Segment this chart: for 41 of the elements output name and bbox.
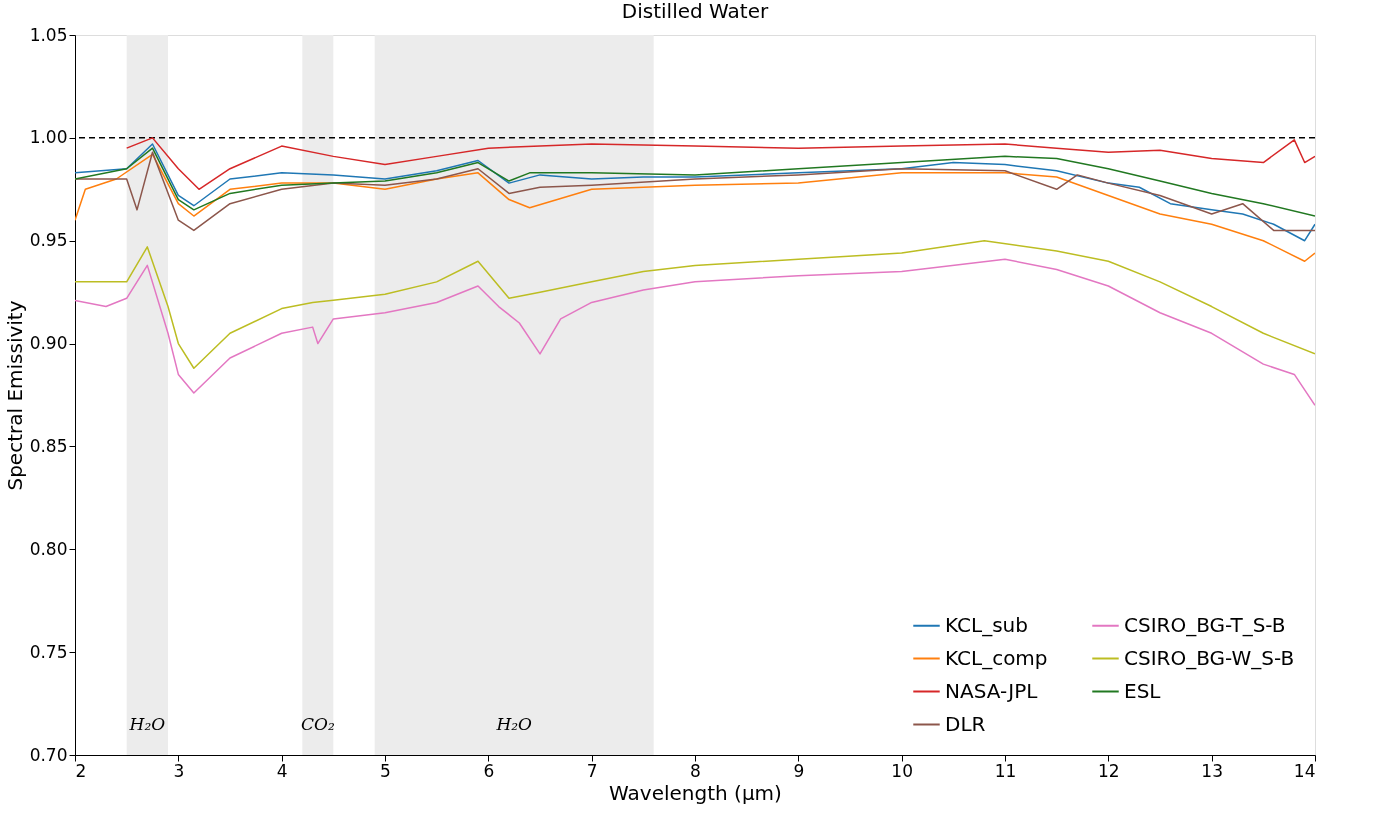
x-tick-label: 4 (276, 760, 288, 781)
line-series (75, 258, 1315, 407)
x-tick-label: 12 (1098, 760, 1120, 781)
y-tick-label: 1.00 (29, 127, 68, 148)
x-tick-label: 11 (994, 760, 1017, 781)
x-tick-label: 3 (173, 760, 185, 781)
legend-label: CSIRO_BG-T_S-B (1124, 612, 1286, 637)
x-tick-label: 13 (1201, 760, 1223, 781)
legend-label: ESL (1124, 678, 1162, 703)
legend-label: NASA-JPL (945, 678, 1039, 703)
x-tick-label: 10 (891, 760, 913, 781)
y-tick-label: 0.80 (29, 538, 68, 559)
x-tick-label: 5 (380, 760, 391, 781)
x-tick-label: 14 (1293, 760, 1316, 781)
chart-title: Distilled Water (621, 0, 769, 23)
y-tick-label: 0.95 (29, 230, 68, 251)
y-tick-label: 0.70 (29, 744, 68, 765)
line-series (75, 147, 1315, 217)
line-series (125, 137, 1315, 191)
legend-label: KCL_sub (945, 612, 1028, 637)
x-tick-label: 7 (586, 760, 598, 781)
y-tick-label: 0.90 (29, 333, 68, 354)
y-tick-label: 0.85 (29, 435, 68, 456)
x-tick-label: 8 (690, 760, 701, 781)
line-series (75, 239, 1315, 370)
y-tick-label: 1.05 (29, 24, 68, 45)
legend-label: DLR (945, 711, 986, 736)
annotation: CO₂ (300, 714, 335, 734)
x-tick-label: 2 (75, 760, 87, 781)
legend-label: CSIRO_BG-W_S-B (1124, 645, 1295, 670)
annotation: H₂O (495, 714, 533, 734)
line-series (75, 151, 1315, 232)
y-axis-title: Spectral Emissivity (2, 300, 27, 491)
annotation: H₂O (128, 714, 166, 734)
x-tick-label: 9 (793, 760, 805, 781)
x-axis-title: Wavelength (μm) (609, 780, 782, 805)
legend-label: KCL_comp (945, 645, 1048, 670)
line-series (75, 143, 1315, 242)
line-series (75, 153, 1315, 263)
y-tick-label: 0.75 (29, 641, 68, 662)
x-tick-label: 6 (483, 760, 495, 781)
